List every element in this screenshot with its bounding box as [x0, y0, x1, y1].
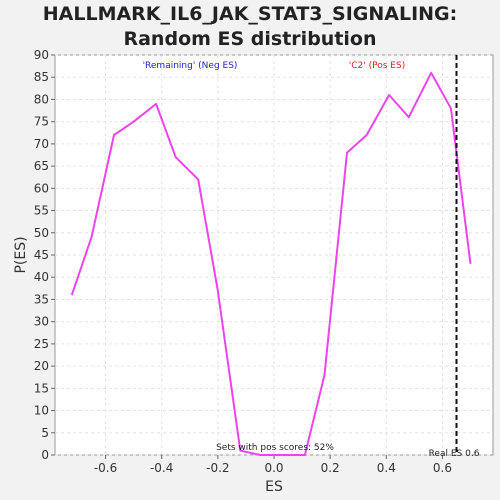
- x-tick-label: 0.4: [377, 461, 396, 475]
- x-tick-label: -0.2: [206, 461, 229, 475]
- y-tick-label: 0: [41, 448, 49, 462]
- y-tick-label: 30: [34, 315, 49, 329]
- y-tick-label: 60: [34, 181, 49, 195]
- y-tick-label: 75: [34, 115, 49, 129]
- y-tick-label: 70: [34, 137, 49, 151]
- y-tick-label: 80: [34, 92, 49, 106]
- chart-title: HALLMARK_IL6_JAK_STAT3_SIGNALING: Random…: [0, 2, 500, 52]
- y-tick-label: 45: [34, 248, 49, 262]
- pos-scores-label: Sets with pos scores: 52%: [216, 443, 334, 453]
- y-tick-label: 50: [34, 226, 49, 240]
- series-line: [70, 71, 472, 456]
- y-tick-label: 15: [34, 381, 49, 395]
- x-tick-label: 0.2: [321, 461, 340, 475]
- y-tick-label: 85: [34, 70, 49, 84]
- x-axis: -0.6 -0.4 -0.2 0.0 0.2 0.4 0.6: [94, 455, 452, 475]
- y-tick-label: 10: [34, 404, 49, 418]
- real-es-label: Real ES 0.6: [429, 449, 480, 459]
- y-tick-label: 90: [34, 48, 49, 62]
- chart-title-line-1: HALLMARK_IL6_JAK_STAT3_SIGNALING:: [42, 3, 458, 25]
- y-tick-label: 40: [34, 270, 49, 284]
- y-axis-label: P(ES): [13, 236, 29, 273]
- y-tick-label: 25: [34, 337, 49, 351]
- grid: [55, 54, 493, 456]
- pos-es-label: 'C2' (Pos ES): [349, 61, 405, 71]
- y-tick-label: 20: [34, 359, 49, 373]
- y-tick-label: 5: [41, 426, 49, 440]
- chart-title-line-2: Random ES distribution: [123, 28, 377, 50]
- y-tick-label: 35: [34, 292, 49, 306]
- x-axis-label: ES: [265, 479, 283, 495]
- y-tick-label: 55: [34, 204, 49, 218]
- x-tick-label: -0.4: [150, 461, 173, 475]
- series-group: [70, 71, 472, 456]
- neg-es-label: 'Remaining' (Neg ES): [143, 61, 238, 71]
- x-tick-label: 0.0: [264, 461, 283, 475]
- x-tick-label: 0.6: [433, 461, 452, 475]
- y-tick-label: 65: [34, 159, 49, 173]
- y-axis: 0 5 10 15 20 25 30 35 40 45 50 55 60 65 70 75 80 85 90: [34, 48, 55, 462]
- x-tick-label: -0.6: [94, 461, 117, 475]
